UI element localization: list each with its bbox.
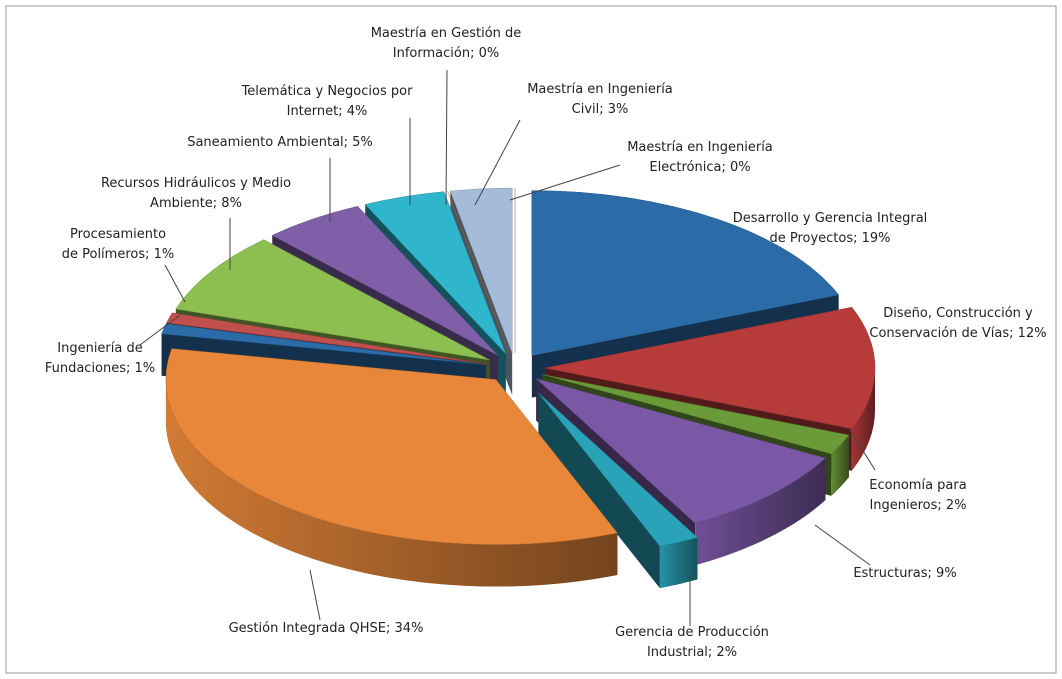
leader-line (509, 164, 621, 201)
slice (165, 348, 618, 545)
leader-line (164, 264, 186, 303)
slice (364, 191, 506, 354)
data-label-line: Gerencia de Producción (615, 625, 769, 640)
slice (536, 378, 826, 524)
data-label-line: Maestría en Gestión de (371, 26, 522, 41)
data-label-line: Gestión Integrada QHSE; 34% (229, 621, 424, 636)
data-label: Desarrollo y Gerencia Integral de Proyect… (733, 211, 928, 246)
data-label: Maestría en Gestión de Información; 0% (371, 26, 522, 61)
data-label-line: Estructuras; 9% (853, 566, 956, 581)
data-label-line: Economía para (869, 478, 966, 493)
slice-side (851, 368, 875, 471)
leader-line (309, 569, 321, 621)
slice (538, 392, 698, 547)
leader-line (445, 69, 448, 206)
slice (271, 206, 499, 356)
data-label: Maestría en Ingeniería Electrónica; 0% (627, 140, 773, 175)
data-label-line: Internet; 4% (287, 104, 368, 119)
data-label-line: Fundaciones; 1% (45, 361, 155, 376)
data-label-line: Maestría en Ingeniería (627, 140, 773, 155)
slice (449, 187, 513, 354)
data-label-line: Conservación de Vías; 12% (869, 326, 1046, 341)
data-label-line: Desarrollo y Gerencia Integral (733, 211, 928, 226)
data-label-line: Recursos Hidráulicos y Medio (101, 176, 291, 191)
slice-side (538, 392, 660, 589)
data-label: Diseño, Construcción y Conservación de Ví… (869, 306, 1046, 341)
slice (544, 306, 876, 430)
slice (161, 323, 486, 365)
data-label-line: Telemática y Negocios por (241, 84, 414, 99)
data-label-line: Ingeniería de (57, 341, 142, 356)
data-label: Gestión Integrada QHSE; 34% (229, 621, 424, 636)
slice (175, 239, 490, 361)
slice-side (695, 458, 826, 566)
leader-line (139, 314, 181, 346)
data-label: Saneamiento Ambiental; 5% (187, 135, 373, 150)
data-label-line: de Proyectos; 19% (769, 231, 890, 246)
data-label: Recursos Hidráulicos y Medio Ambiente; 8% (101, 176, 291, 211)
data-label: Telemática y Negocios por Internet; 4% (241, 84, 414, 119)
leader-line (474, 119, 521, 206)
data-label-line: Maestría en Ingeniería (527, 82, 673, 97)
data-label-line: Electrónica; 0% (649, 160, 750, 175)
data-label-line: Ingenieros; 2% (869, 498, 966, 513)
slice (166, 312, 487, 365)
data-label-line: Diseño, Construcción y (883, 306, 1033, 321)
leader-line (814, 524, 871, 566)
data-label: Economía para Ingenieros; 2% (869, 478, 966, 513)
data-label: Estructuras; 9% (853, 566, 956, 581)
data-label-line: Procesamiento (70, 227, 166, 242)
slice-side (659, 537, 698, 589)
data-label: Ingeniería de Fundaciones; 1% (45, 341, 155, 376)
slice (531, 190, 840, 356)
data-label-line: de Polímeros; 1% (62, 247, 175, 262)
data-label-line: Ambiente; 8% (150, 196, 242, 211)
slice (542, 374, 850, 455)
slice-side (165, 379, 618, 587)
data-label-line: Saneamiento Ambiental; 5% (187, 135, 373, 150)
slice-side (831, 435, 849, 496)
data-label-line: Información; 0% (393, 46, 499, 61)
data-label: Gerencia de Producción Industrial; 2% (615, 625, 769, 660)
slice (447, 191, 510, 354)
leader-line (849, 429, 876, 471)
data-label: Procesamiento de Polímeros; 1% (62, 227, 175, 262)
data-label-line: Industrial; 2% (647, 645, 737, 660)
data-label-line: Civil; 3% (572, 102, 629, 117)
data-label: Maestría en Ingeniería Civil; 3% (527, 82, 673, 117)
